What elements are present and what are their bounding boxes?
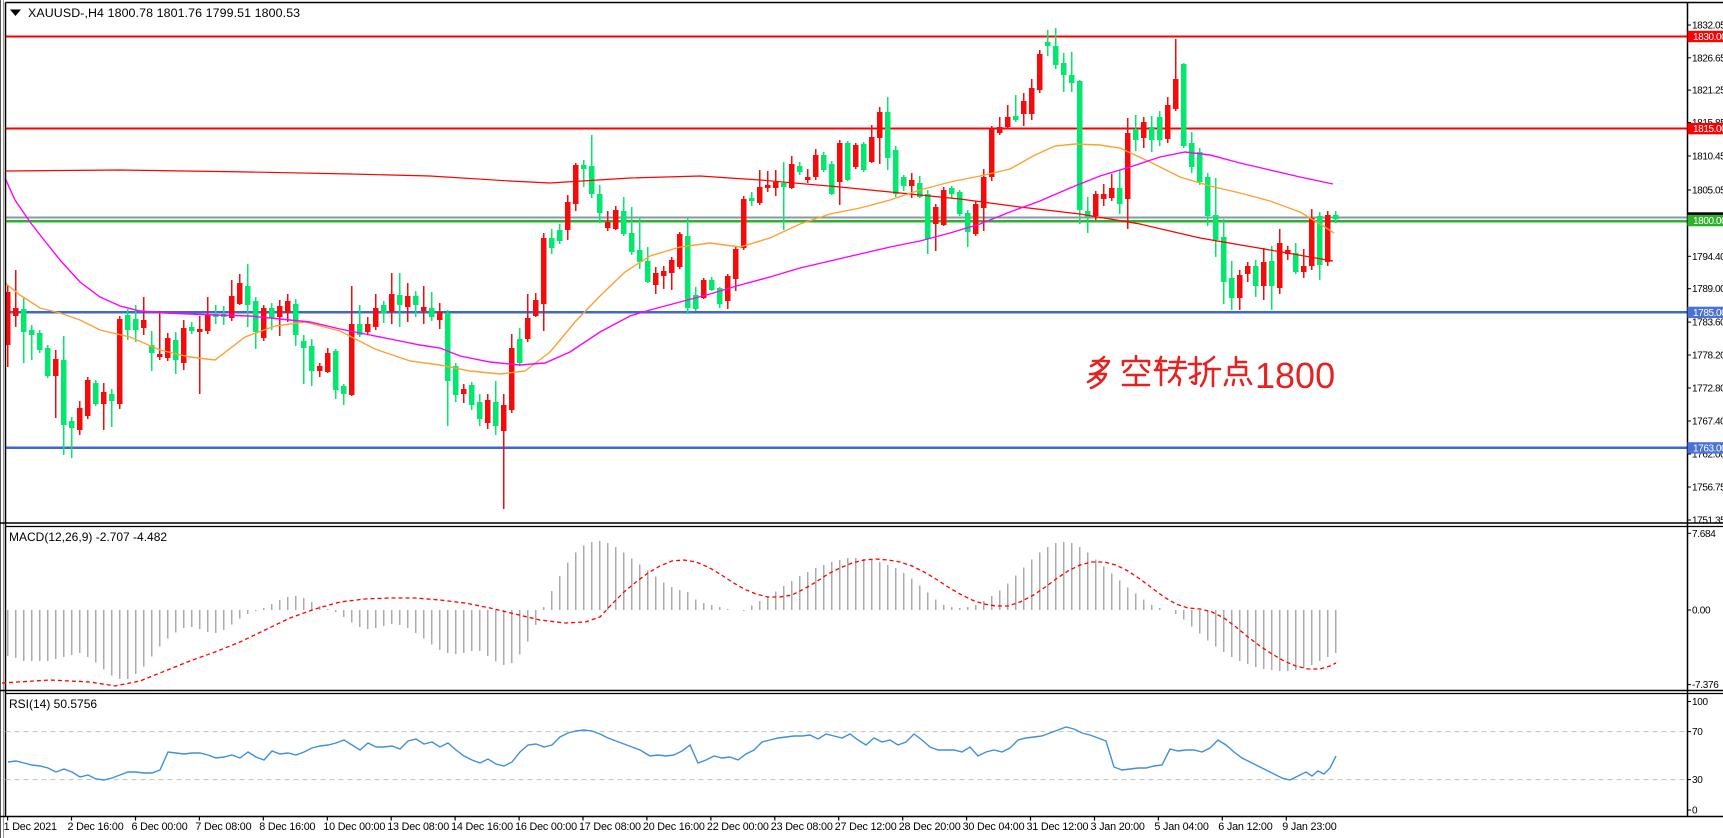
svg-text:100: 100: [1692, 697, 1709, 708]
svg-text:1767.40: 1767.40: [1692, 417, 1723, 428]
svg-text:1821.25: 1821.25: [1692, 86, 1723, 97]
svg-text:1756.75: 1756.75: [1692, 483, 1723, 494]
svg-text:1763.00: 1763.00: [1693, 443, 1723, 454]
svg-text:28 Dec 20:00: 28 Dec 20:00: [899, 821, 961, 833]
svg-text:1772.80: 1772.80: [1692, 384, 1723, 395]
svg-text:1 Dec 2021: 1 Dec 2021: [4, 821, 57, 833]
svg-text:16 Dec 00:00: 16 Dec 00:00: [515, 821, 577, 833]
svg-text:-7.376: -7.376: [1692, 680, 1719, 691]
svg-text:14 Dec 16:00: 14 Dec 16:00: [451, 821, 513, 833]
svg-text:1762.00: 1762.00: [1692, 450, 1723, 461]
svg-text:6 Dec 00:00: 6 Dec 00:00: [132, 821, 188, 833]
svg-text:1789.00: 1789.00: [1692, 284, 1723, 295]
svg-text:8 Dec 16:00: 8 Dec 16:00: [259, 821, 315, 833]
svg-text:1783.60: 1783.60: [1692, 318, 1723, 329]
svg-text:9 Jan 23:00: 9 Jan 23:00: [1282, 821, 1336, 833]
svg-text:0: 0: [1692, 806, 1698, 817]
svg-text:7 Dec 08:00: 7 Dec 08:00: [195, 821, 251, 833]
svg-text:27 Dec 12:00: 27 Dec 12:00: [835, 821, 897, 833]
svg-text:1800: 1800: [1255, 355, 1335, 396]
svg-text:1805.05: 1805.05: [1692, 186, 1723, 197]
svg-text:1815.00: 1815.00: [1693, 124, 1723, 135]
svg-text:7.684: 7.684: [1692, 529, 1716, 540]
svg-text:1794.40: 1794.40: [1692, 252, 1723, 263]
svg-text:2 Dec 16:00: 2 Dec 16:00: [68, 821, 124, 833]
svg-text:22 Dec 00:00: 22 Dec 00:00: [707, 821, 769, 833]
svg-text:20 Dec 16:00: 20 Dec 16:00: [643, 821, 705, 833]
svg-text:30 Dec 04:00: 30 Dec 04:00: [963, 821, 1025, 833]
svg-text:0.00: 0.00: [1692, 606, 1711, 617]
svg-text:6 Jan 12:00: 6 Jan 12:00: [1218, 821, 1272, 833]
svg-text:XAUUSD-,H4 1800.78 1801.76 17: XAUUSD-,H4 1800.78 1801.76 1799.51 1800.…: [28, 6, 300, 20]
svg-text:17 Dec 08:00: 17 Dec 08:00: [579, 821, 641, 833]
svg-text:1830.00: 1830.00: [1693, 32, 1723, 43]
svg-text:1826.65: 1826.65: [1692, 53, 1723, 64]
svg-text:31 Dec 12:00: 31 Dec 12:00: [1027, 821, 1089, 833]
svg-text:1800.00: 1800.00: [1693, 216, 1723, 227]
svg-text:13 Dec 08:00: 13 Dec 08:00: [387, 821, 449, 833]
svg-text:5 Jan 04:00: 5 Jan 04:00: [1154, 821, 1208, 833]
svg-text:1778.20: 1778.20: [1692, 351, 1723, 362]
svg-text:1810.45: 1810.45: [1692, 152, 1723, 163]
svg-text:1832.05: 1832.05: [1692, 21, 1723, 32]
svg-text:MACD(12,26,9) -2.707 -4.482: MACD(12,26,9) -2.707 -4.482: [9, 530, 167, 544]
svg-text:3 Jan 20:00: 3 Jan 20:00: [1091, 821, 1145, 833]
svg-text:RSI(14) 50.5756: RSI(14) 50.5756: [9, 697, 97, 711]
svg-text:30: 30: [1692, 775, 1703, 786]
svg-text:23 Dec 08:00: 23 Dec 08:00: [771, 821, 833, 833]
svg-text:10 Dec 00:00: 10 Dec 00:00: [323, 821, 385, 833]
svg-text:1751.35: 1751.35: [1692, 516, 1723, 527]
svg-text:1785.00: 1785.00: [1693, 308, 1723, 319]
svg-text:70: 70: [1692, 727, 1703, 738]
